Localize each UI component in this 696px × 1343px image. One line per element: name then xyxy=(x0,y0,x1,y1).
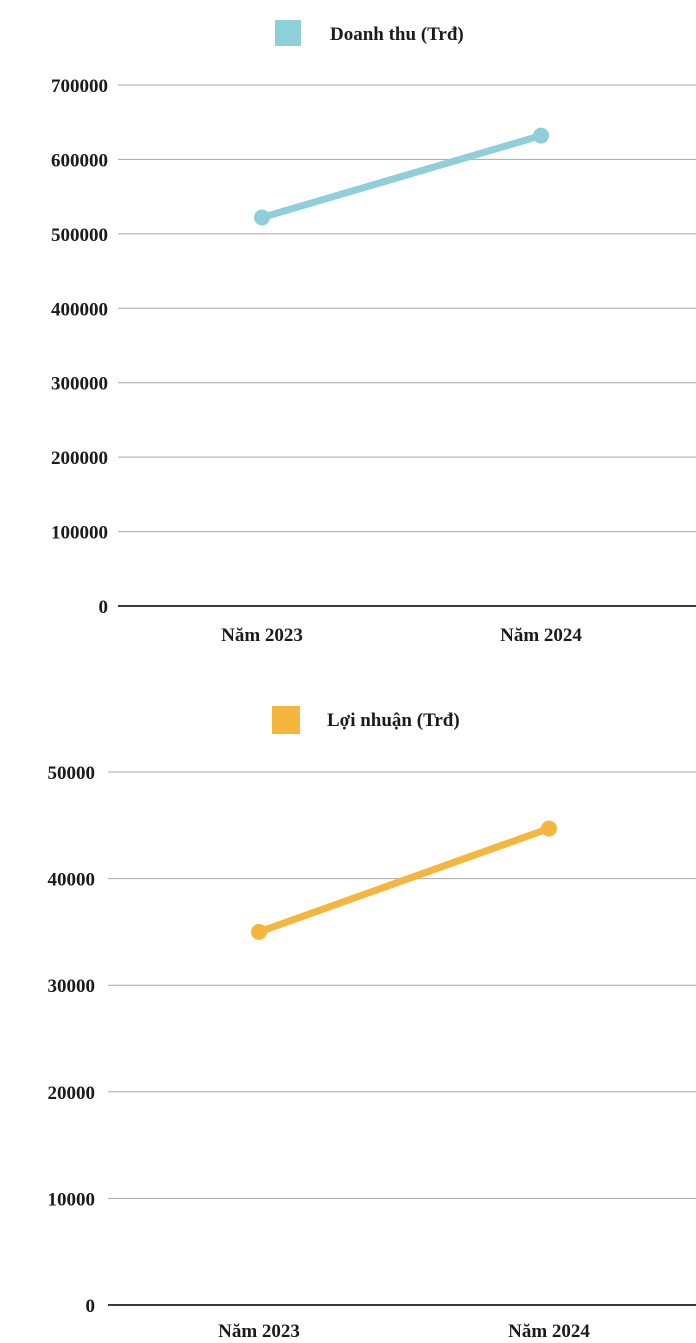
series-line xyxy=(258,132,545,221)
legend-swatch xyxy=(272,706,300,734)
y-tick-label: 700000 xyxy=(51,76,108,97)
y-tick-label: 500000 xyxy=(51,225,108,246)
y-tick-label: 20000 xyxy=(48,1083,96,1104)
revenue-chart: 0 100000 200000 300000 400000 500000 600000 700… xyxy=(51,20,696,646)
y-tick-label: 100000 xyxy=(51,523,108,544)
legend-label: Doanh thu (Trđ) xyxy=(330,24,464,45)
series-line xyxy=(255,824,553,936)
legend-label: Lợi nhuận (Trđ) xyxy=(327,710,460,731)
data-point xyxy=(254,209,270,226)
data-point xyxy=(541,820,557,837)
x-category-label: Năm 2024 xyxy=(500,625,582,646)
y-tick-label: 30000 xyxy=(48,976,96,997)
data-point xyxy=(251,923,267,940)
y-tick-label: 0 xyxy=(86,1296,96,1317)
y-tick-label: 40000 xyxy=(48,870,96,891)
legend-swatch xyxy=(275,20,301,46)
y-tick-label: 300000 xyxy=(51,374,108,395)
data-point xyxy=(533,127,549,144)
x-category-label: Năm 2023 xyxy=(218,1321,300,1342)
y-tick-label: 50000 xyxy=(48,763,96,784)
y-tick-label: 0 xyxy=(99,597,109,618)
y-tick-label: 600000 xyxy=(51,150,108,171)
x-category-label: Năm 2024 xyxy=(508,1321,590,1342)
profit-chart: 0 10000 20000 30000 40000 50000 Năm 2023 Năm 20… xyxy=(48,706,696,1342)
y-tick-label: 10000 xyxy=(48,1189,96,1210)
y-tick-label: 400000 xyxy=(51,299,108,320)
x-category-label: Năm 2023 xyxy=(221,625,303,646)
y-tick-label: 200000 xyxy=(51,448,108,469)
